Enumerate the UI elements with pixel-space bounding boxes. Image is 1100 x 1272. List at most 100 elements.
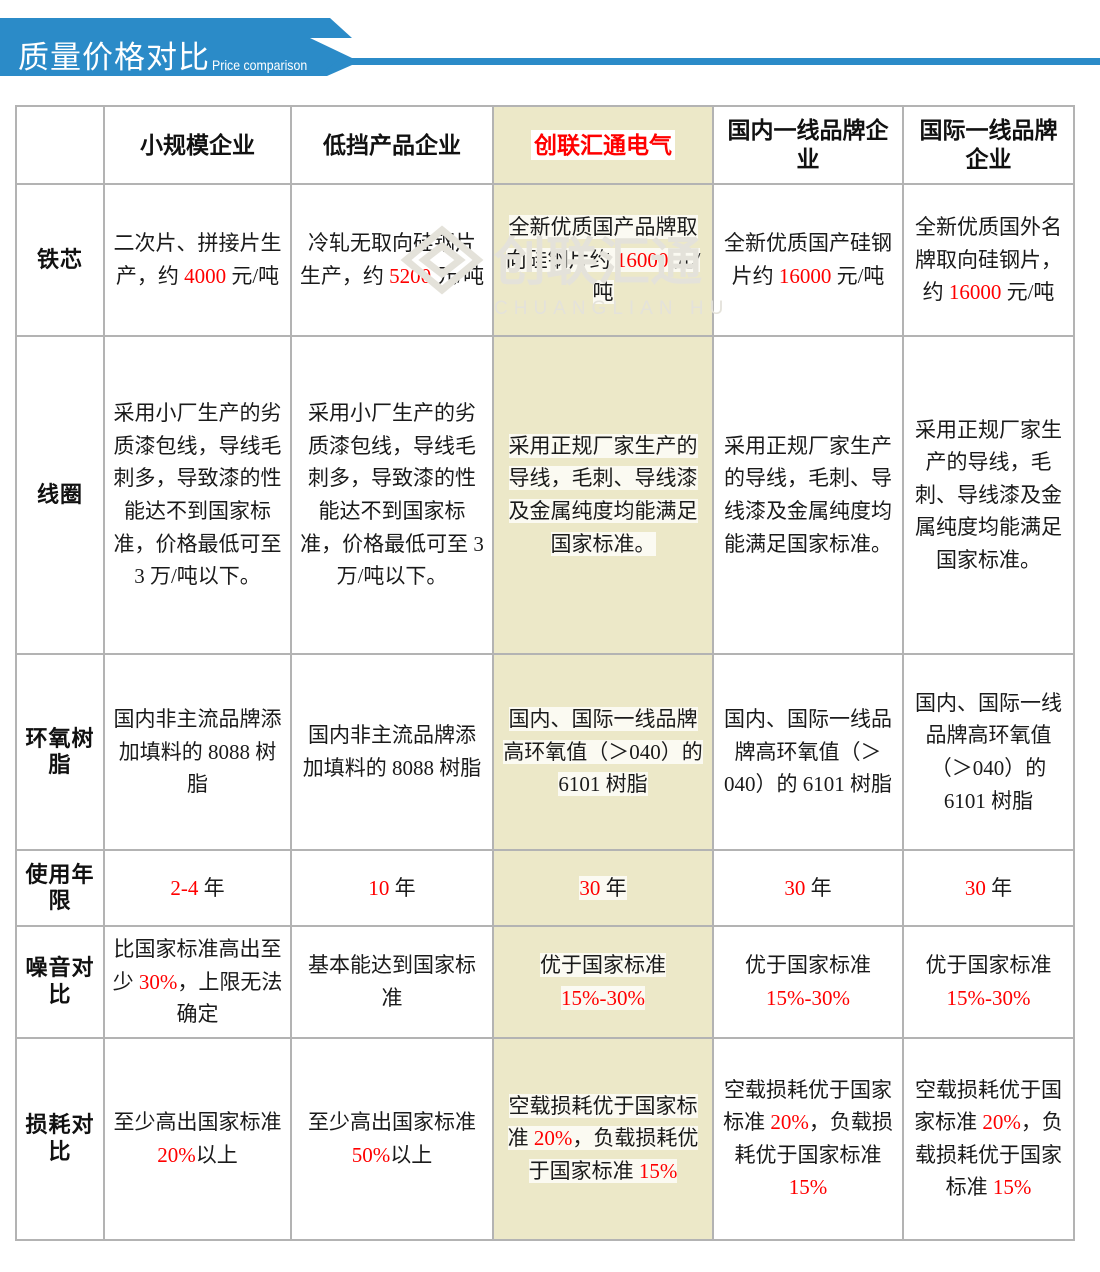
row-label-iron-core: 铁芯 [15,183,105,337]
table-body: 铁芯 二次片、拼接片生产，约 4000 元/吨 冷轧无取向硅钢片生产，约 520… [15,183,1075,1241]
cell-text: 元/吨 [1001,280,1055,305]
column-header-domestic-top: 国内一线品牌企业 [712,105,904,185]
table-row: 线圈 采用小厂生产的劣质漆包线，导线毛刺多，导致漆的性能达不到国家标准，价格最低… [15,335,1075,655]
highlighted-value: 4000 [184,264,227,288]
highlighted-value: 10 [368,875,390,900]
highlighted-value: 20% [533,1126,573,1151]
cell-loss-international-top: 空载损耗优于国家标准 20%，负载损耗优于国家标准 15% [902,1036,1075,1241]
cell-text: 国内、国际一线品牌高环氧值（＞040）的 6101 树脂 [724,707,892,797]
row-label-noise-comparison: 噪音对比 [15,925,105,1039]
row-label-service-life: 使用年限 [15,849,105,927]
cell-resin-domestic-top: 国内、国际一线品牌高环氧值（＞040）的 6101 树脂 [712,653,904,851]
cell-coil-international-top: 采用正规厂家生产的导线，毛刺、导线漆及金属纯度均能满足国家标准。 [902,335,1075,655]
cell-text: 至少高出国家标准 [308,1110,476,1135]
cell-noise-low-grade: 基本能达到国家标准 [290,925,494,1039]
cell-loss-chuanglianhuitong: 空载损耗优于国家标准 20%，负载损耗优于国家标准 15% [492,1036,714,1241]
cell-text: ，负载损耗优于国家标准 [734,1110,893,1167]
highlighted-value: 15% [788,1175,828,1200]
page-header-banner: 质量价格对比 Price comparison [0,18,1100,76]
cell-noise-international-top: 优于国家标准 15%-30% [902,925,1075,1039]
banner-shape [0,18,1100,76]
cell-noise-small-scale: 比国家标准高出至少 30%，上限无法确定 [103,925,292,1039]
cell-iron-core-international-top: 全新优质国外名牌取向硅钢片，约 16000 元/吨 [902,183,1075,337]
table-row: 损耗对比 至少高出国家标准 20%以上 至少高出国家标准 50%以上 空载损耗优… [15,1036,1075,1241]
cell-noise-chuanglianhuitong: 优于国家标准 15%-30% [492,925,714,1039]
highlighted-value: 20% [157,1142,196,1167]
highlighted-value: 20% [770,1110,809,1135]
quality-price-comparison-table: 小规模企业 低挡产品企业 创联汇通电气 国内一线品牌企业 国际一线品牌企业 铁芯… [15,105,1075,1241]
banner-outline [0,18,1100,76]
row-label-loss-comparison: 损耗对比 [15,1036,105,1241]
cell-text: 采用正规厂家生产的导线，毛刺、导线漆及金属纯度均能满足国家标准。 [724,433,892,556]
cell-coil-domestic-top: 采用正规厂家生产的导线，毛刺、导线漆及金属纯度均能满足国家标准。 [712,335,904,655]
cell-life-domestic-top: 30 年 [712,849,904,927]
highlighted-value: 15%-30% [946,985,1031,1010]
highlighted-value: 16000 [778,264,832,288]
cell-iron-core-small-scale: 二次片、拼接片生产，约 4000 元/吨 [103,183,292,337]
row-label-coil: 线圈 [15,335,105,655]
cell-text: 优于国家标准 [925,953,1052,978]
cell-text: 采用小厂生产的劣质漆包线，导线毛刺多，导致漆的性能达不到国家标准，价格最低可至 … [113,401,282,589]
cell-text: 优于国家标准 [540,953,666,978]
cell-life-low-grade: 10 年 [290,849,494,927]
column-header-blank [15,105,105,185]
highlighted-value: 30 [964,875,986,900]
highlighted-value: 15% [638,1158,678,1183]
cell-text: 年 [600,875,627,900]
cell-text: 全新优质国产品牌取向硅钢片约 [505,215,698,272]
cell-text: ，负载损耗优于国家标准 [528,1126,699,1183]
cell-coil-chuanglianhuitong: 采用正规厂家生产的导线，毛刺、导线漆及金属纯度均能满足国家标准。 [492,335,714,655]
column-header-international-top: 国际一线品牌企业 [902,105,1075,185]
cell-text: ，上限无法确定 [176,969,283,1027]
table-row: 环氧树脂 国内非主流品牌添加填料的 8088 树脂 国内非主流品牌添加填料的 8… [15,653,1075,851]
table-header-row: 小规模企业 低挡产品企业 创联汇通电气 国内一线品牌企业 国际一线品牌企业 [15,105,1075,185]
cell-text: 至少高出国家标准 [113,1110,282,1135]
cell-text: 采用小厂生产的劣质漆包线，导线毛刺多，导致漆的性能达不到国家标准，价格最低可至 … [300,401,484,589]
highlighted-value: 5200 [389,264,432,288]
cell-text: 以上 [390,1142,433,1167]
cell-text: 国内非主流品牌添加填料的 8088 树脂 [302,723,482,780]
highlighted-value: 30% [138,969,178,994]
column-header-chuanglianhuitong: 创联汇通电气 [492,105,714,185]
cell-coil-low-grade: 采用小厂生产的劣质漆包线，导线毛刺多，导致漆的性能达不到国家标准，价格最低可至 … [290,335,494,655]
cell-text: 空载损耗优于国家标准 [723,1077,892,1135]
table-row: 使用年限 2-4 年 10 年 30 年 30 年 30 年 [15,849,1075,927]
cell-text: 全新优质国外名牌取向硅钢片，约 [915,215,1062,305]
cell-text: 比国家标准高出至少 [112,937,282,994]
table-row: 噪音对比 比国家标准高出至少 30%，上限无法确定 基本能达到国家标准 优于国家… [15,925,1075,1039]
highlighted-value: 15% [992,1175,1032,1200]
cell-text: 全新优质国产硅钢片约 [724,231,892,288]
cell-text: 国内、国际一线品牌高环氧值（＞040）的 6101 树脂 [915,690,1062,813]
column-header-low-grade: 低挡产品企业 [290,105,494,185]
highlighted-value: 2-4 [170,875,199,900]
column-header-small-scale: 小规模企业 [103,105,292,185]
cell-life-small-scale: 2-4 年 [103,849,292,927]
cell-loss-low-grade: 至少高出国家标准 50%以上 [290,1036,494,1241]
cell-resin-chuanglianhuitong: 国内、国际一线品牌高环氧值（＞040）的 6101 树脂 [492,653,714,851]
cell-resin-low-grade: 国内非主流品牌添加填料的 8088 树脂 [290,653,494,851]
table-header: 小规模企业 低挡产品企业 创联汇通电气 国内一线品牌企业 国际一线品牌企业 [15,105,1075,185]
cell-noise-domestic-top: 优于国家标准 15%-30% [712,925,904,1039]
cell-life-chuanglianhuitong: 30 年 [492,849,714,927]
cell-text: 优于国家标准 [745,953,871,978]
cell-iron-core-low-grade: 冷轧无取向硅钢片生产，约 5200 元/吨 [290,183,494,337]
row-label-epoxy-resin: 环氧树脂 [15,653,105,851]
cell-text: 空载损耗优于国家标准 [507,1093,698,1151]
highlighted-value: 15%-30% [561,985,645,1010]
cell-iron-core-chuanglianhuitong: 全新优质国产品牌取向硅钢片约 16000 元/吨 [492,183,714,337]
cell-loss-small-scale: 至少高出国家标准 20%以上 [103,1036,292,1241]
cell-loss-domestic-top: 空载损耗优于国家标准 20%，负载损耗优于国家标准 15% [712,1036,904,1241]
cell-text: 基本能达到国家标准 [308,953,476,1010]
cell-text: 采用正规厂家生产的导线，毛刺、导线漆及金属纯度均能满足国家标准。 [915,417,1062,572]
cell-text: 年 [198,875,225,900]
cell-text: 元/吨 [431,264,485,288]
cell-text: 以上 [195,1142,238,1167]
cell-text: 空载损耗优于国家标准 [914,1077,1062,1135]
cell-text: 元/吨 [226,264,280,288]
cell-text: 国内、国际一线品牌高环氧值（＞040）的 6101 树脂 [503,707,703,797]
cell-text: 年 [985,875,1013,900]
highlighted-value: 16000 [948,280,1002,305]
brand-name-label: 创联汇通电气 [531,129,675,161]
highlighted-value: 30 [784,875,806,900]
cell-text: 年 [389,875,416,900]
